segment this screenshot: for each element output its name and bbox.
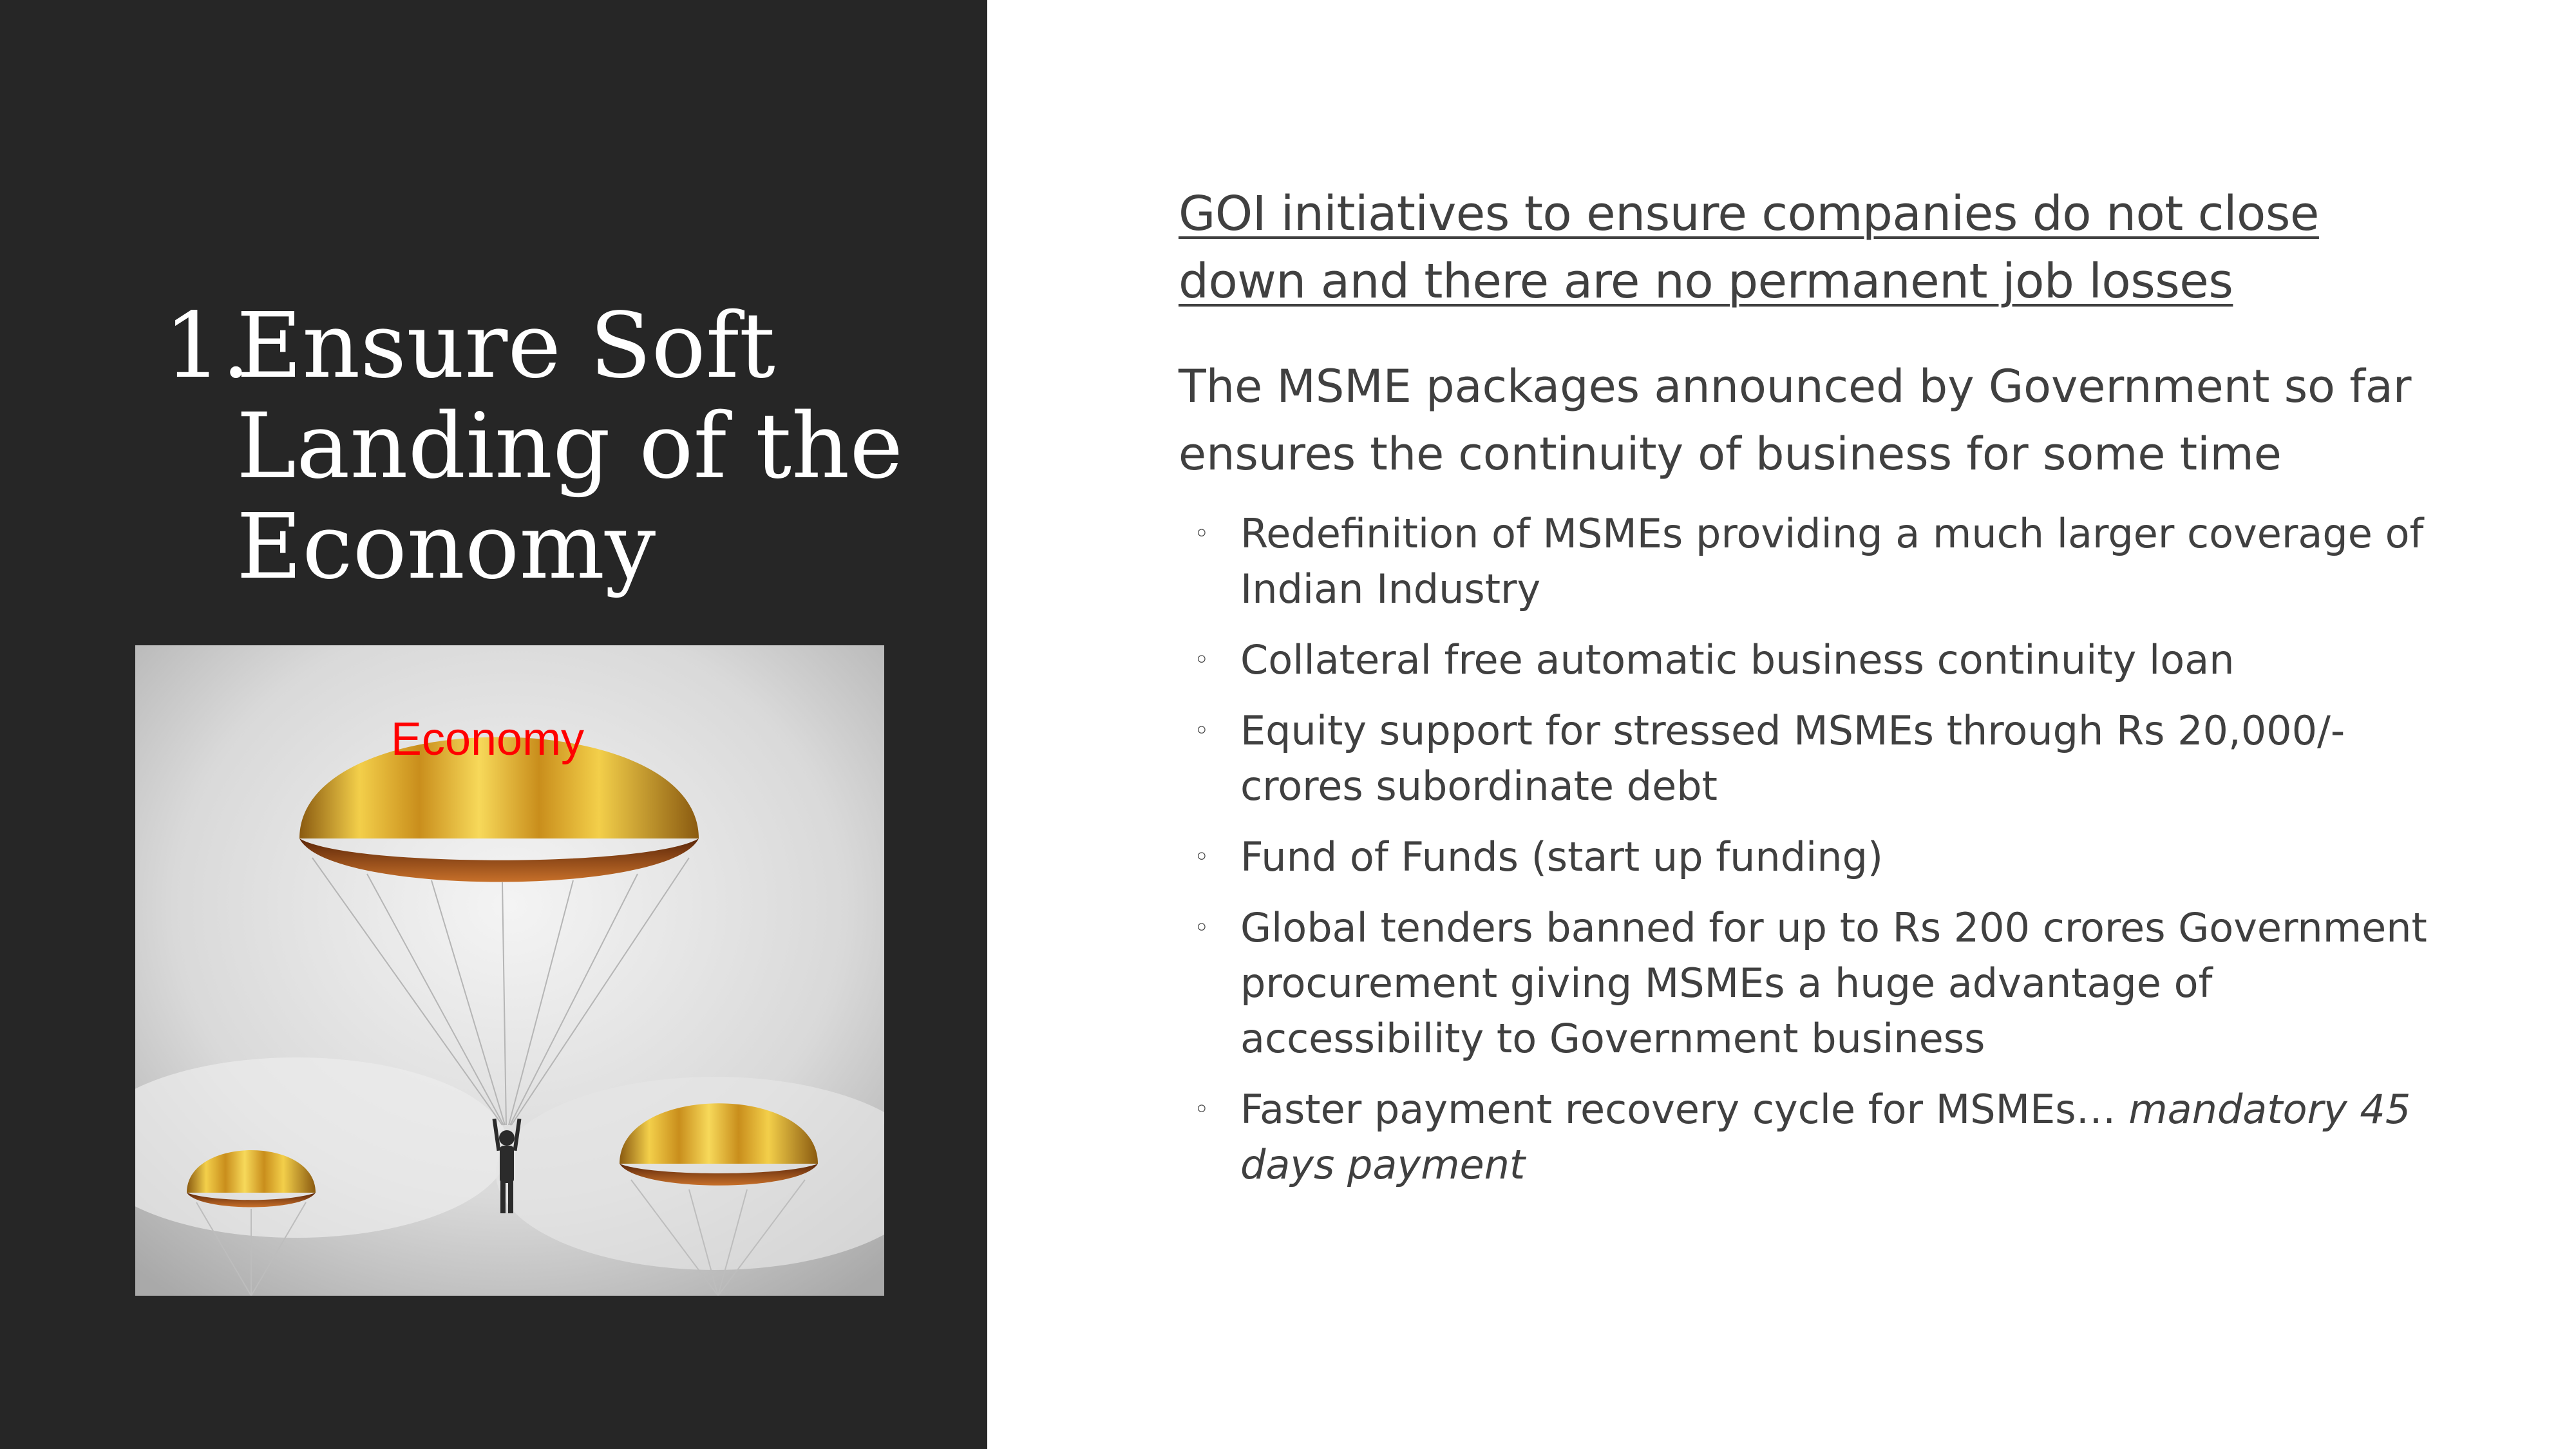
title-number: 1. bbox=[164, 294, 251, 399]
right-content: GOI initiatives to ensure companies do n… bbox=[1179, 180, 2434, 1208]
parachute-medium bbox=[620, 1103, 818, 1296]
parachute-large bbox=[299, 737, 699, 1213]
parachute-image: Economy bbox=[135, 645, 884, 1296]
bullet-emphasis: mandatory 45 days payment bbox=[1240, 1086, 2411, 1188]
bullet-text: Faster payment recovery cycle for MSMEs… bbox=[1240, 1086, 2129, 1133]
list-item: ◦ Equity support for stressed MSMEs throu… bbox=[1194, 703, 2434, 814]
bullet-text: Redefinition of MSMEs providing a much l… bbox=[1240, 510, 2424, 612]
bullet-text: Collateral free automatic business conti… bbox=[1240, 636, 2235, 683]
list-item: ◦ Redefinition of MSMEs providing a much … bbox=[1194, 506, 2434, 617]
title-text: Ensure Soft Landing of the Economy bbox=[236, 294, 904, 600]
parachute-small bbox=[187, 1150, 316, 1296]
bullet-text: Global tenders banned for up to Rs 200 c… bbox=[1240, 904, 2427, 1062]
bullet-list: ◦ Redefinition of MSMEs providing a much … bbox=[1179, 506, 2434, 1193]
bullet-marker-icon: ◦ bbox=[1194, 519, 1209, 549]
list-item: ◦ Collateral free automatic business cont… bbox=[1194, 632, 2434, 688]
list-item: ◦ Faster payment recovery cycle for MSMEs… bbox=[1194, 1082, 2434, 1193]
list-item: ◦ Fund of Funds (start up funding) bbox=[1194, 829, 2434, 885]
left-panel: 1. Ensure Soft Landing of the Economy bbox=[0, 0, 987, 1449]
bullet-marker-icon: ◦ bbox=[1194, 842, 1209, 872]
bullet-marker-icon: ◦ bbox=[1194, 645, 1209, 675]
bullet-marker-icon: ◦ bbox=[1194, 913, 1209, 943]
slide-title: 1. Ensure Soft Landing of the Economy bbox=[164, 296, 937, 598]
bullet-text: Equity support for stressed MSMEs throug… bbox=[1240, 707, 2345, 810]
bullet-marker-icon: ◦ bbox=[1194, 716, 1209, 746]
image-caption-economy: Economy bbox=[390, 714, 585, 765]
bullet-marker-icon: ◦ bbox=[1194, 1095, 1209, 1124]
bullet-text: Fund of Funds (start up funding) bbox=[1240, 833, 1884, 880]
content-heading: GOI initiatives to ensure companies do n… bbox=[1179, 186, 2319, 309]
content-intro: The MSME packages announced by Governmen… bbox=[1179, 360, 2412, 480]
list-item: ◦ Global tenders banned for up to Rs 200 … bbox=[1194, 900, 2434, 1066]
